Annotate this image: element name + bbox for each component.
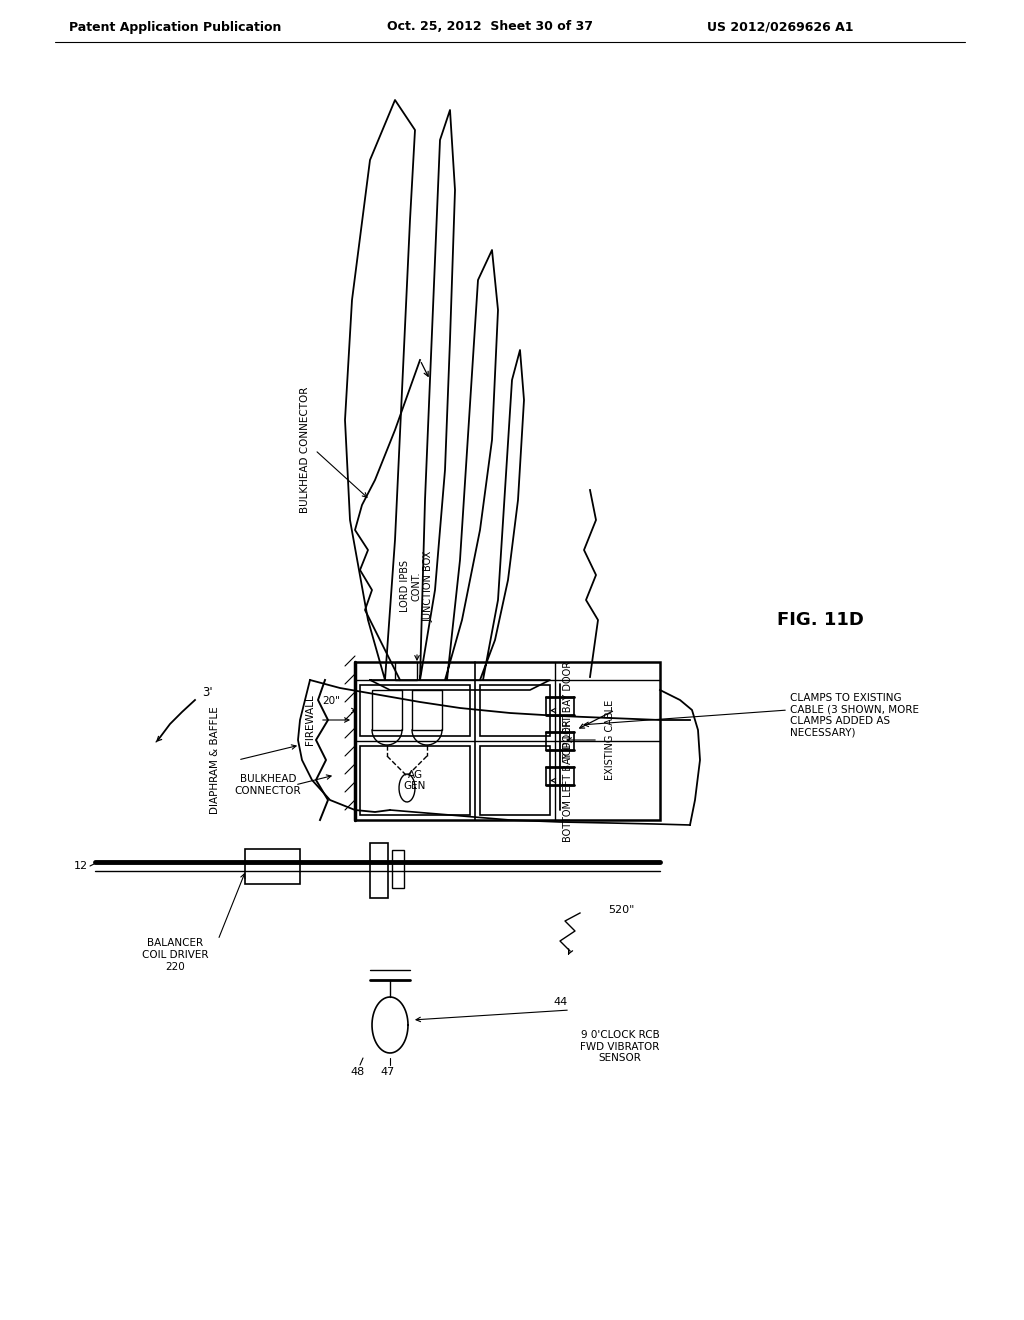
Text: Patent Application Publication: Patent Application Publication <box>69 21 282 33</box>
Bar <box>360 685 470 737</box>
Text: LORD IPBS
CONT.
JUNCTION BOX: LORD IPBS CONT. JUNCTION BOX <box>400 550 433 622</box>
Text: AG
GEN: AG GEN <box>403 770 426 791</box>
Text: BULKHEAD CONNECTOR: BULKHEAD CONNECTOR <box>300 387 310 513</box>
Bar <box>392 850 404 888</box>
Bar <box>412 690 442 730</box>
Text: 12: 12 <box>74 861 88 871</box>
Text: CLAMPS TO EXISTING
CABLE (3 SHOWN, MORE
CLAMPS ADDED AS
NECESSARY): CLAMPS TO EXISTING CABLE (3 SHOWN, MORE … <box>790 693 919 738</box>
Text: Oct. 25, 2012  Sheet 30 of 37: Oct. 25, 2012 Sheet 30 of 37 <box>387 21 593 33</box>
Text: 47: 47 <box>381 1067 395 1077</box>
Text: 3': 3' <box>202 685 212 698</box>
Text: TOP LEFT BAY DOOR: TOP LEFT BAY DOOR <box>563 660 573 760</box>
Text: EXISTING CABLE: EXISTING CABLE <box>605 700 615 780</box>
Text: BULKHEAD
CONNECTOR: BULKHEAD CONNECTOR <box>234 775 301 796</box>
Bar <box>395 663 417 680</box>
Text: 9 0'CLOCK RCB
FWD VIBRATOR
SENSOR: 9 0'CLOCK RCB FWD VIBRATOR SENSOR <box>581 1030 659 1063</box>
Text: FIG. 11D: FIG. 11D <box>776 611 863 630</box>
Text: DIAPHRAM & BAFFLE: DIAPHRAM & BAFFLE <box>210 706 220 814</box>
Text: BOTTOM LEFT BAY DOOR: BOTTOM LEFT BAY DOOR <box>563 719 573 842</box>
Bar <box>372 690 402 730</box>
Text: 20": 20" <box>323 696 340 705</box>
Bar <box>370 843 388 898</box>
Bar <box>480 685 550 737</box>
Text: US 2012/0269626 A1: US 2012/0269626 A1 <box>707 21 853 33</box>
Bar <box>245 849 300 884</box>
Bar <box>360 746 470 814</box>
Text: BALANCER
COIL DRIVER
220: BALANCER COIL DRIVER 220 <box>141 939 208 972</box>
Text: 520": 520" <box>608 906 635 915</box>
Text: FIREWALL: FIREWALL <box>305 694 315 746</box>
Text: 48: 48 <box>351 1067 366 1077</box>
Bar <box>355 663 660 820</box>
Text: 44: 44 <box>554 997 568 1007</box>
Bar <box>480 746 550 814</box>
